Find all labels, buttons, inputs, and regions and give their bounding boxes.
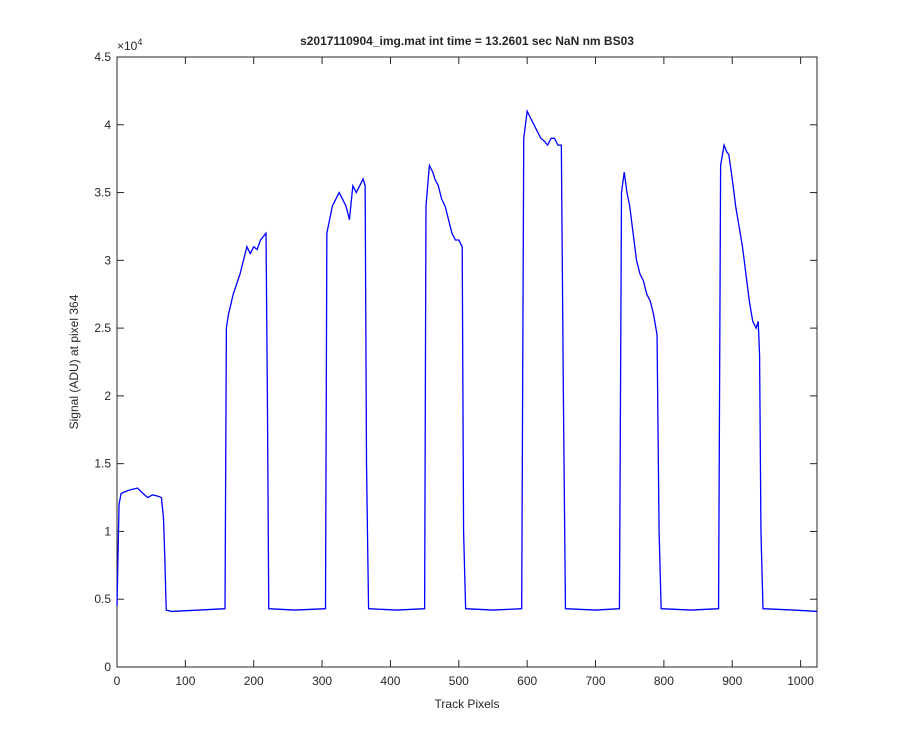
x-tick-label: 700 xyxy=(586,674,606,688)
y-tick-label: 4 xyxy=(104,118,111,132)
x-tick-label: 900 xyxy=(722,674,742,688)
data-line xyxy=(116,109,818,613)
x-tick-label: 400 xyxy=(380,674,400,688)
y-tick-label: 2.5 xyxy=(94,321,111,335)
x-tick-label: 300 xyxy=(312,674,332,688)
plot-area xyxy=(116,56,818,668)
y-tick-label: 0 xyxy=(104,660,111,674)
y-tick-label: 1.5 xyxy=(94,457,111,471)
chart-title: s2017110904_img.mat int time = 13.2601 s… xyxy=(300,34,634,48)
y-tick-label: 3 xyxy=(104,253,111,267)
x-tick-label: 0 xyxy=(114,674,121,688)
x-axis-label: Track Pixels xyxy=(435,697,500,711)
x-tick-label: 600 xyxy=(517,674,537,688)
x-tick-label: 200 xyxy=(244,674,264,688)
y-tick-label: 2 xyxy=(104,389,111,403)
y-scale-exponent: 4 xyxy=(137,37,142,47)
y-scale-label: ×104 xyxy=(117,37,142,53)
x-tick-label: 100 xyxy=(175,674,195,688)
y-scale-base: ×10 xyxy=(117,39,138,53)
y-tick-label: 0.5 xyxy=(94,592,111,606)
y-tick-label: 3.5 xyxy=(94,186,111,200)
y-tick-label: 4.5 xyxy=(94,50,111,64)
y-axis-label: Signal (ADU) at pixel 364 xyxy=(67,294,81,429)
x-tick-label: 800 xyxy=(654,674,674,688)
y-tick-label: 1 xyxy=(104,524,111,538)
x-tick-label: 500 xyxy=(449,674,469,688)
x-tick-label: 1000 xyxy=(787,674,814,688)
